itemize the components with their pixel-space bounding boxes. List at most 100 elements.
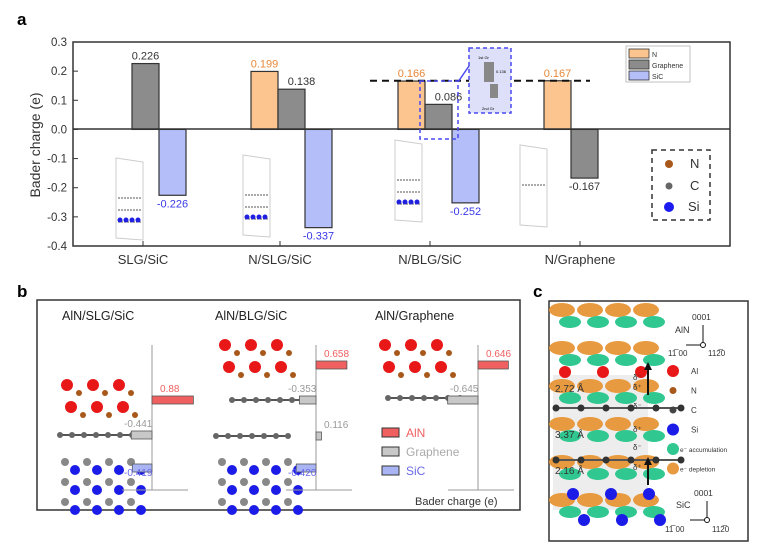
- c-atom: [285, 433, 291, 439]
- x-axis-label: Bader charge (e): [415, 496, 498, 508]
- c-atom: [61, 498, 69, 506]
- sic-label: SiC: [676, 500, 691, 510]
- c-atom: [105, 498, 113, 506]
- accumulation-lobe: [587, 430, 609, 442]
- si-atom: [654, 514, 666, 526]
- c-atom: [218, 478, 226, 486]
- legend-marker: [667, 423, 679, 436]
- al-atom: [405, 339, 417, 351]
- c-atom: [127, 478, 135, 486]
- depletion-lobe: [633, 417, 659, 431]
- inset-box: [468, 47, 512, 114]
- al-atom: [245, 339, 257, 351]
- supercell-outline: [115, 157, 144, 241]
- panel-a-label: a: [17, 10, 27, 29]
- distance-label: 3.37 Å: [555, 428, 584, 441]
- c-atom: [117, 432, 123, 438]
- al-atom: [597, 366, 609, 378]
- c-atom: [218, 498, 226, 506]
- bar-graphene: [130, 430, 153, 440]
- si-atom: [293, 505, 303, 515]
- bar-graphene: [447, 395, 479, 405]
- accumulation-lobe: [559, 468, 581, 480]
- n-atom: [420, 350, 426, 356]
- n-atom: [398, 372, 404, 378]
- aln-axes: 0001 AlN 11̅ 00 112̅0: [668, 312, 726, 358]
- accumulation-lobe: [643, 316, 665, 328]
- bar-graphene: [315, 431, 322, 441]
- c-atom: [284, 478, 292, 486]
- plot-frame: [72, 41, 731, 247]
- si-atom: [70, 465, 80, 475]
- data-label: 0.199: [251, 58, 279, 70]
- y-tick-label: -0.3: [47, 212, 67, 224]
- charge-delta-label: δ⁺: [633, 383, 642, 392]
- c-atom: [602, 456, 610, 464]
- structure-title: AlN/BLG/SiC: [215, 309, 287, 323]
- si-atom: [129, 217, 135, 223]
- c-atom: [385, 395, 391, 401]
- legend-marker: [667, 443, 679, 455]
- c-atom: [289, 397, 295, 403]
- depletion-lobe: [577, 379, 603, 393]
- c-atom: [397, 395, 403, 401]
- legend-label: Al: [691, 367, 698, 376]
- atom-legend-label: N: [690, 156, 699, 171]
- axis-label: 0001: [692, 312, 711, 322]
- depletion-lobe: [549, 379, 575, 393]
- al-atom: [559, 366, 571, 378]
- atom-legend-label: Si: [688, 199, 700, 214]
- data-label: 0.086: [435, 91, 463, 103]
- legend-label: N: [652, 52, 657, 59]
- depletion-lobe: [577, 303, 603, 317]
- bar-graphene: [277, 88, 306, 131]
- n-atom: [238, 372, 244, 378]
- c-atom: [249, 433, 255, 439]
- c-atom: [552, 404, 560, 412]
- depletion-lobe: [633, 379, 659, 393]
- al-atom: [275, 361, 287, 373]
- c-atom: [602, 404, 610, 412]
- si-atom: [408, 199, 414, 205]
- si-atom: [70, 485, 80, 495]
- bar-aln: [477, 360, 509, 370]
- c-atom: [284, 498, 292, 506]
- si-atom: [396, 199, 402, 205]
- si-atom: [567, 488, 579, 500]
- bar-n: [250, 70, 279, 131]
- c-atom: [273, 433, 279, 439]
- y-tick-label: -0.4: [47, 241, 67, 253]
- si-atom: [227, 485, 237, 495]
- si-atom: [114, 465, 124, 475]
- category-label: SLG/SiC: [118, 252, 169, 267]
- n-atom: [132, 412, 138, 418]
- data-label: -0.420: [288, 468, 317, 479]
- n-atom: [128, 390, 134, 396]
- al-atom: [409, 361, 421, 373]
- accumulation-lobe: [643, 354, 665, 366]
- legend-label: e⁻ accumulation: [680, 447, 728, 454]
- highlight-box: [419, 80, 459, 140]
- c-atom: [240, 478, 248, 486]
- c-atom: [652, 456, 660, 464]
- accumulation-lobe: [643, 468, 665, 480]
- si-atom: [244, 214, 250, 220]
- legend-marker: [667, 462, 679, 475]
- c-atom: [81, 432, 87, 438]
- distance-label: 2.16 Å: [555, 464, 584, 477]
- axis-label: 0001: [694, 488, 713, 498]
- al-atom: [219, 339, 231, 351]
- legend-swatch: [628, 70, 650, 81]
- al-atom: [117, 401, 129, 413]
- n-atom: [394, 350, 400, 356]
- depletion-lobe: [577, 417, 603, 431]
- data-label: 0.166: [398, 68, 426, 80]
- axis-label: 112̅0: [708, 349, 726, 358]
- c-atom: [409, 395, 415, 401]
- legend-label: Graphene: [406, 445, 460, 459]
- legend-swatch: [628, 48, 650, 59]
- legend-label: Si: [691, 426, 698, 435]
- al-atom: [435, 361, 447, 373]
- n-atom: [106, 412, 112, 418]
- n-atom: [286, 350, 292, 356]
